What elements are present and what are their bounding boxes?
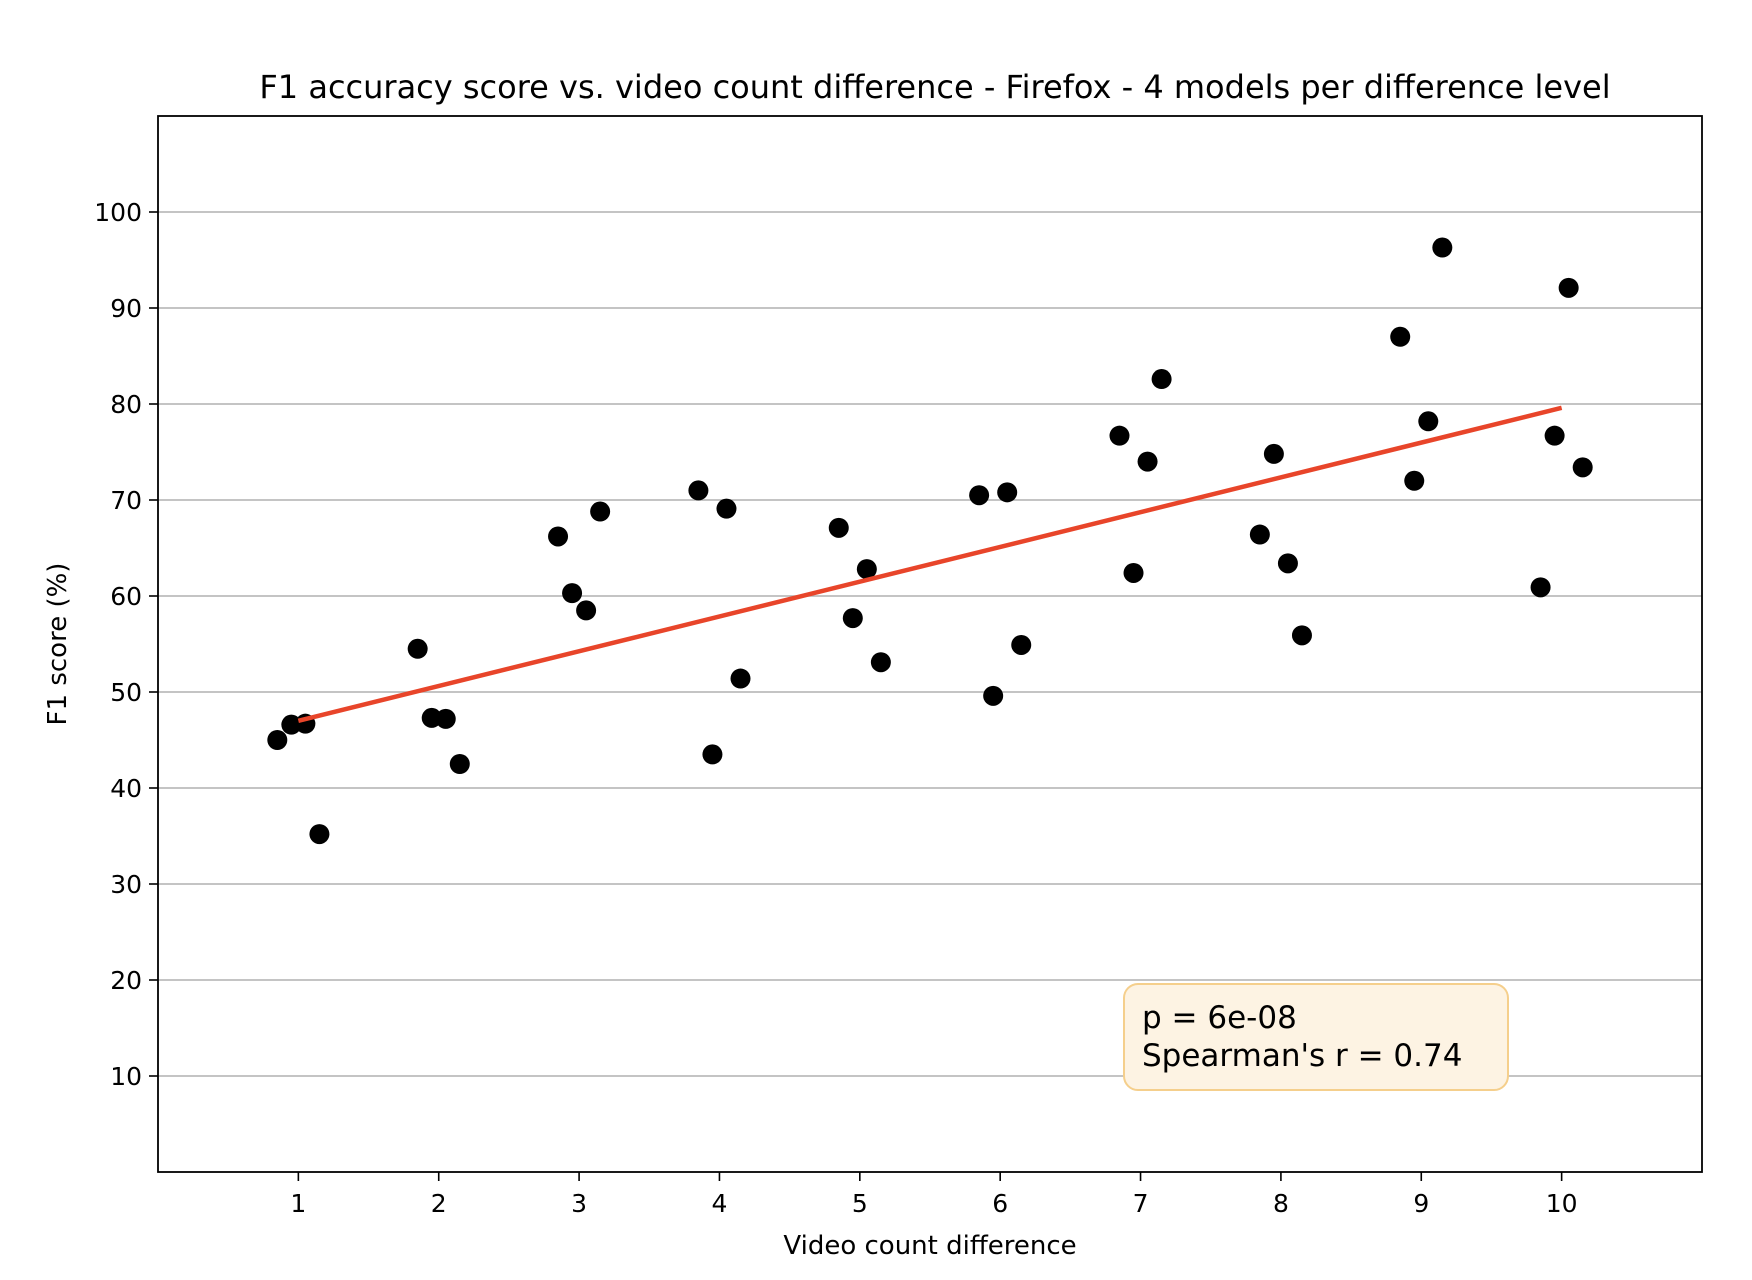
data-point [702, 744, 723, 765]
data-point [1109, 425, 1130, 446]
y-tick-label: 50 [110, 678, 142, 707]
x-tick-label: 4 [712, 1189, 728, 1218]
data-point [1572, 457, 1593, 478]
data-point [576, 600, 597, 621]
data-point [1291, 625, 1312, 646]
x-tick-label: 2 [431, 1189, 447, 1218]
data-point [1544, 425, 1565, 446]
data-point [1151, 369, 1172, 390]
data-point [435, 708, 456, 729]
data-point [983, 685, 1004, 706]
data-point [969, 485, 990, 506]
data-point [997, 482, 1018, 503]
x-axis-ticks: 1 2 3 4 5 6 7 8 9 10 [290, 1172, 1578, 1218]
gridlines [158, 211, 1702, 1077]
data-point [548, 526, 569, 547]
annotation-spearman-r: Spearman's r = 0.74 [1142, 1038, 1462, 1074]
data-point [1432, 237, 1453, 258]
x-tick-label: 5 [852, 1189, 868, 1218]
x-tick-label: 6 [992, 1189, 1008, 1218]
y-tick-label: 30 [110, 870, 142, 899]
data-point [1530, 577, 1551, 598]
data-point [870, 652, 891, 673]
data-point [856, 559, 877, 580]
data-point [1404, 470, 1425, 491]
x-tick-label: 9 [1413, 1189, 1429, 1218]
data-point [1011, 634, 1032, 655]
stats-annotation-box: p = 6e-08 Spearman's r = 0.74 [1123, 983, 1509, 1091]
x-tick-label: 8 [1273, 1189, 1289, 1218]
data-point [1249, 524, 1270, 545]
data-point [842, 608, 863, 629]
data-point [1137, 451, 1158, 472]
x-axis-label: Video count difference [783, 1231, 1076, 1261]
y-tick-label: 60 [110, 582, 142, 611]
data-point [449, 754, 470, 774]
data-point [1277, 553, 1298, 574]
data-point [730, 668, 751, 689]
y-axis-label: F1 score (%) [43, 563, 73, 726]
y-tick-label: 70 [110, 486, 142, 515]
y-tick-label: 40 [110, 774, 142, 803]
y-tick-label: 10 [110, 1062, 142, 1091]
data-point [1390, 326, 1411, 347]
y-tick-label: 20 [110, 966, 142, 995]
data-point [1263, 443, 1284, 464]
data-point [590, 501, 611, 522]
data-point [1123, 562, 1144, 583]
y-tick-label: 90 [110, 294, 142, 323]
y-tick-label: 80 [110, 390, 142, 419]
x-tick-label: 7 [1133, 1189, 1149, 1218]
data-point [1558, 277, 1579, 298]
data-point [562, 583, 583, 604]
data-point [828, 517, 849, 538]
annotation-p-value: p = 6e-08 [1142, 1000, 1297, 1036]
plot-frame [157, 115, 1703, 1173]
annotation-background [1123, 983, 1509, 1091]
y-axis-ticks: 10 20 30 40 50 60 70 80 90 100 [94, 198, 158, 1091]
trendline [297, 405, 1563, 723]
trendline-group [297, 405, 1563, 723]
x-tick-label: 1 [290, 1189, 306, 1218]
data-point [688, 480, 709, 501]
x-tick-label: 3 [571, 1189, 587, 1218]
data-points [267, 237, 1593, 845]
chart-title: F1 accuracy score vs. video count differ… [259, 68, 1610, 106]
x-tick-label: 10 [1546, 1189, 1578, 1218]
data-point [1418, 411, 1439, 432]
data-point [407, 638, 428, 659]
data-point [716, 498, 737, 519]
y-tick-label: 100 [94, 198, 142, 227]
data-point [267, 730, 288, 750]
data-point [309, 824, 330, 845]
